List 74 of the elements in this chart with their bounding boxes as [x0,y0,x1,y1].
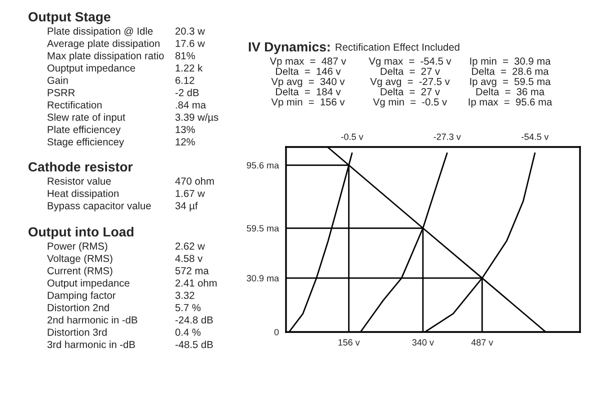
text: .84 ma [176,101,206,109]
text: Delta = 36 ma [476,88,545,96]
text: Average plate dissipation [47,40,160,50]
text: 81% [175,52,195,60]
text: Ouptput impedance [47,64,136,74]
text: Slew rate of input [47,113,126,123]
text: 2.62 w [176,242,205,250]
text: 17.6 w [176,40,205,48]
text: 3.39 w/µs [175,113,218,123]
text: 4.58 v [175,254,203,262]
text: 12% [176,138,195,146]
text: 5.7 % [175,304,201,312]
text: Delta = 146 v [276,67,341,75]
text: Bypass capacitor value [48,202,151,212]
text: Stage efficiencey [47,138,124,148]
y-tick-label: 95.6 ma [246,162,280,169]
text: -48.5 dB [175,340,213,348]
text: Distortion 3rd [48,328,107,336]
text: Vp max = 487 v [270,58,346,67]
text: Damping factor [48,291,116,301]
text: -24.8 dB [175,316,213,324]
x-tick-label: 340 v [412,339,434,346]
text: Rectification [48,101,102,109]
text: 34 µf [175,202,198,212]
y-tick-label: 59.5 ma [246,225,280,232]
text: Vg max = -54.5 v [368,58,452,67]
text: 0.4 % [175,328,201,336]
text: Plate efficiencey [48,126,121,136]
series-label: -0.5 v [341,134,364,140]
text: Delta = 27 v [380,67,440,75]
series-label: -54.5 v [521,134,549,140]
text: Vg min = -0.5 v [372,98,448,108]
text: Current (RMS) [48,266,112,276]
chart-subtitle: Rectification Effect Included [336,43,460,51]
text: Ip avg = 59.5 ma [470,78,551,88]
text: Delta = 28.6 ma [472,67,549,75]
text: Distortion 2nd [48,304,109,312]
text: Resistor value [48,177,111,185]
text: 3rd harmonic in -dB [47,340,135,348]
text: Output Stage [28,12,110,24]
text: Vg avg = -27.5 v [370,78,450,88]
text: -2 dB [175,88,199,96]
text: 3.32 [175,292,194,299]
y-tick-label: 0 [274,328,279,336]
text: Gain [48,76,68,84]
text: Voltage (RMS) [47,254,112,264]
text: Ip max = 95.6 ma [468,98,552,108]
y-tick-label: 30.9 ma [246,275,280,282]
text: Delta = 184 v [276,88,341,96]
text: Max plate dissipation ratio [48,52,164,62]
text: Output into Load [28,226,134,240]
text: 20.3 w [176,28,205,35]
text: Heat dissipation [48,190,118,200]
text: 1.22 k [176,64,203,72]
text: Power (RMS) [48,242,108,252]
series-label: -27.3 v [434,134,461,140]
text: 572 ma [175,267,209,274]
text: Delta = 27 v [380,88,440,96]
text: Ip min = 30.9 ma [470,57,551,67]
text: Output impedance [47,279,130,289]
chart-title: IV Dynamics: [248,42,330,54]
text: Vp avg = 340 v [271,78,345,88]
text: 1.67 w [176,190,205,198]
text: Plate dissipation @ Idle [48,27,153,37]
text: 13% [176,126,195,134]
text: 6.12 [176,76,194,84]
text: PSRR [48,89,75,96]
x-tick-label: 487 v [471,339,494,346]
text: 2nd harmonic in -dB [48,316,138,324]
x-tick-label: 156 v [338,339,360,346]
text: 2.41 ohm [176,279,217,287]
text: Cathode resistor [28,162,133,172]
text: 470 ohm [175,177,214,185]
text: Vp min = 156 v [271,98,345,108]
